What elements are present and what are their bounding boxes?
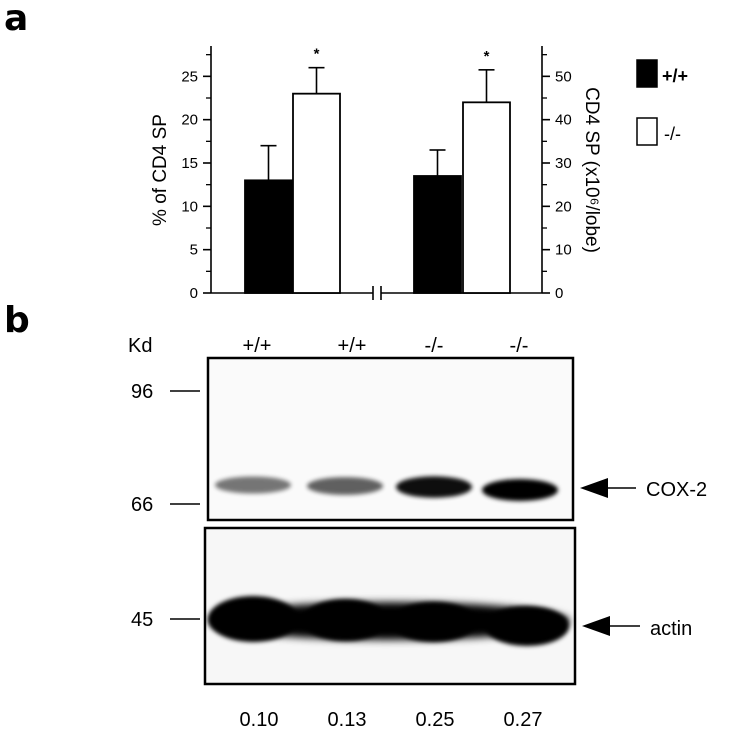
marker-45: 45 bbox=[131, 609, 153, 631]
actin-blot bbox=[203, 526, 577, 686]
ratio-lane-1: 0.10 bbox=[240, 709, 279, 731]
actin-band-lane-3 bbox=[392, 602, 476, 642]
mw-markers: 96 66 45 bbox=[131, 381, 200, 631]
left-tick-label: 5 bbox=[190, 242, 198, 259]
actin-band-lane-4 bbox=[485, 606, 569, 646]
legend-label-knockout: -/- bbox=[664, 124, 681, 144]
panel-a-letter: a bbox=[4, 0, 28, 39]
ratio-lane-2: 0.13 bbox=[328, 709, 367, 731]
actin-bands bbox=[208, 596, 570, 646]
left-tick-label: 0 bbox=[190, 285, 198, 302]
bar bbox=[292, 92, 341, 294]
bar bbox=[413, 175, 462, 294]
lane-label-3: -/- bbox=[425, 335, 444, 357]
legend-swatch-wild-type bbox=[636, 59, 658, 88]
cox2-label: COX-2 bbox=[646, 479, 707, 501]
band-annotations: COX-2 actin bbox=[580, 478, 707, 640]
ratio-row: 0.10 0.13 0.25 0.27 bbox=[240, 709, 543, 731]
right-tick-label: 40 bbox=[555, 112, 572, 129]
significance-marker: * bbox=[314, 46, 320, 63]
lane-label-2: +/+ bbox=[338, 335, 367, 357]
ratio-lane-4: 0.27 bbox=[504, 709, 543, 731]
actin-band-lane-2 bbox=[303, 599, 387, 641]
right-tick-label: 0 bbox=[555, 285, 563, 302]
cox2-band bbox=[396, 476, 472, 498]
bar bbox=[244, 179, 293, 294]
bar bbox=[462, 101, 511, 294]
legend-label-wild-type: +/+ bbox=[662, 66, 688, 86]
left-axis-ticks: 0 5 10 15 20 25 bbox=[181, 54, 211, 302]
right-tick-label: 10 bbox=[555, 242, 572, 259]
legend-swatch-knockout bbox=[636, 117, 658, 146]
cox2-blot bbox=[206, 356, 575, 522]
cox2-band bbox=[307, 477, 383, 495]
cox2-arrow-icon bbox=[580, 478, 608, 498]
actin-arrow-icon bbox=[582, 616, 610, 636]
legend: +/+ -/- bbox=[636, 59, 688, 146]
actin-band bbox=[210, 602, 570, 640]
right-tick-label: 30 bbox=[555, 155, 572, 172]
marker-96: 96 bbox=[131, 381, 153, 403]
panel-b-letter: b bbox=[4, 300, 30, 341]
left-tick-label: 20 bbox=[181, 112, 198, 129]
left-tick-label: 25 bbox=[181, 68, 198, 85]
lane-label-1: +/+ bbox=[243, 335, 272, 357]
kd-label: Kd bbox=[128, 335, 152, 357]
significance-marker: * bbox=[484, 48, 490, 65]
cox2-band bbox=[482, 479, 558, 501]
left-tick-label: 15 bbox=[181, 155, 198, 172]
actin-label: actin bbox=[650, 618, 692, 640]
bars: * * bbox=[244, 46, 511, 294]
ratio-lane-3: 0.25 bbox=[416, 709, 455, 731]
right-y-axis-label: CD4 SP (x10⁶/lobe) bbox=[581, 87, 602, 253]
cox2-band bbox=[215, 476, 291, 494]
left-tick-label: 10 bbox=[181, 198, 198, 215]
lane-label-4: -/- bbox=[510, 335, 529, 357]
cox2-bands bbox=[215, 476, 558, 501]
marker-66: 66 bbox=[131, 494, 153, 516]
right-tick-label: 50 bbox=[555, 68, 572, 85]
actin-band-lane-1 bbox=[208, 596, 298, 642]
right-tick-label: 20 bbox=[555, 198, 572, 215]
right-axis-ticks: 0 10 20 30 40 50 bbox=[542, 54, 572, 302]
left-y-axis-label: % of CD4 SP bbox=[150, 114, 171, 226]
